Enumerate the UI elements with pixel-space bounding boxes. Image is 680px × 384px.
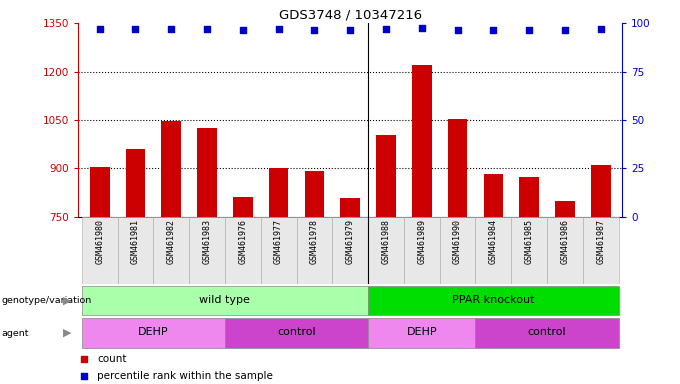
Point	[130, 26, 141, 32]
Text: DEHP: DEHP	[138, 328, 169, 338]
Point	[595, 26, 606, 32]
Text: GSM461976: GSM461976	[238, 219, 248, 264]
Bar	[412, 65, 432, 217]
Bar	[475, 318, 619, 348]
Bar	[161, 121, 181, 217]
Bar	[520, 177, 539, 217]
Text: GSM461989: GSM461989	[418, 219, 426, 264]
Text: percentile rank within the sample: percentile rank within the sample	[97, 371, 273, 381]
Text: GSM461983: GSM461983	[203, 219, 211, 264]
Bar	[333, 217, 368, 284]
Text: GSM461980: GSM461980	[95, 219, 104, 264]
Bar	[404, 217, 440, 284]
Bar	[341, 198, 360, 217]
Bar	[591, 165, 611, 217]
Point	[273, 26, 284, 32]
Point	[345, 27, 356, 33]
Point	[95, 26, 105, 32]
Point	[166, 26, 177, 32]
Bar	[305, 171, 324, 217]
Bar	[368, 217, 404, 284]
Bar	[82, 318, 225, 348]
Text: GSM461990: GSM461990	[453, 219, 462, 264]
Text: GSM461985: GSM461985	[525, 219, 534, 264]
Bar	[475, 217, 511, 284]
Point	[78, 356, 89, 362]
Bar	[260, 217, 296, 284]
Bar	[368, 318, 475, 348]
Text: GSM461981: GSM461981	[131, 219, 140, 264]
Bar	[583, 217, 619, 284]
Bar	[269, 167, 288, 217]
Bar	[368, 286, 619, 315]
Point	[381, 26, 392, 32]
Text: agent: agent	[1, 329, 29, 338]
Point	[452, 27, 463, 33]
Text: count: count	[97, 354, 126, 364]
Point	[78, 373, 89, 379]
Text: GSM461986: GSM461986	[560, 219, 569, 264]
Bar	[547, 217, 583, 284]
Text: GSM461978: GSM461978	[310, 219, 319, 264]
Text: GSM461988: GSM461988	[381, 219, 390, 264]
Bar	[225, 318, 368, 348]
Text: GSM461982: GSM461982	[167, 219, 175, 264]
Text: wild type: wild type	[199, 295, 250, 305]
Bar	[440, 217, 475, 284]
Text: GSM461977: GSM461977	[274, 219, 283, 264]
Point	[560, 27, 571, 33]
Text: GSM461987: GSM461987	[596, 219, 605, 264]
Point	[416, 25, 427, 31]
Bar	[483, 174, 503, 217]
Bar	[233, 197, 253, 217]
Text: GSM461979: GSM461979	[345, 219, 355, 264]
Point	[201, 26, 212, 32]
Text: DEHP: DEHP	[407, 328, 437, 338]
Point	[237, 27, 248, 33]
Title: GDS3748 / 10347216: GDS3748 / 10347216	[279, 9, 422, 22]
Bar	[376, 134, 396, 217]
Bar	[555, 201, 575, 217]
Bar	[82, 217, 118, 284]
Point	[309, 27, 320, 33]
Bar	[296, 217, 333, 284]
Bar	[197, 128, 217, 217]
Bar	[126, 149, 146, 217]
Bar	[154, 217, 189, 284]
Bar	[511, 217, 547, 284]
Text: control: control	[277, 328, 316, 338]
Bar	[118, 217, 154, 284]
Text: genotype/variation: genotype/variation	[1, 296, 92, 305]
Point	[524, 27, 534, 33]
Bar	[189, 217, 225, 284]
Text: control: control	[528, 328, 566, 338]
Bar	[225, 217, 260, 284]
Bar	[90, 167, 109, 217]
Text: ▶: ▶	[63, 328, 71, 338]
Bar	[82, 286, 368, 315]
Text: PPAR knockout: PPAR knockout	[452, 295, 534, 305]
Bar	[447, 119, 467, 217]
Text: ▶: ▶	[63, 295, 71, 306]
Text: GSM461984: GSM461984	[489, 219, 498, 264]
Point	[488, 27, 499, 33]
